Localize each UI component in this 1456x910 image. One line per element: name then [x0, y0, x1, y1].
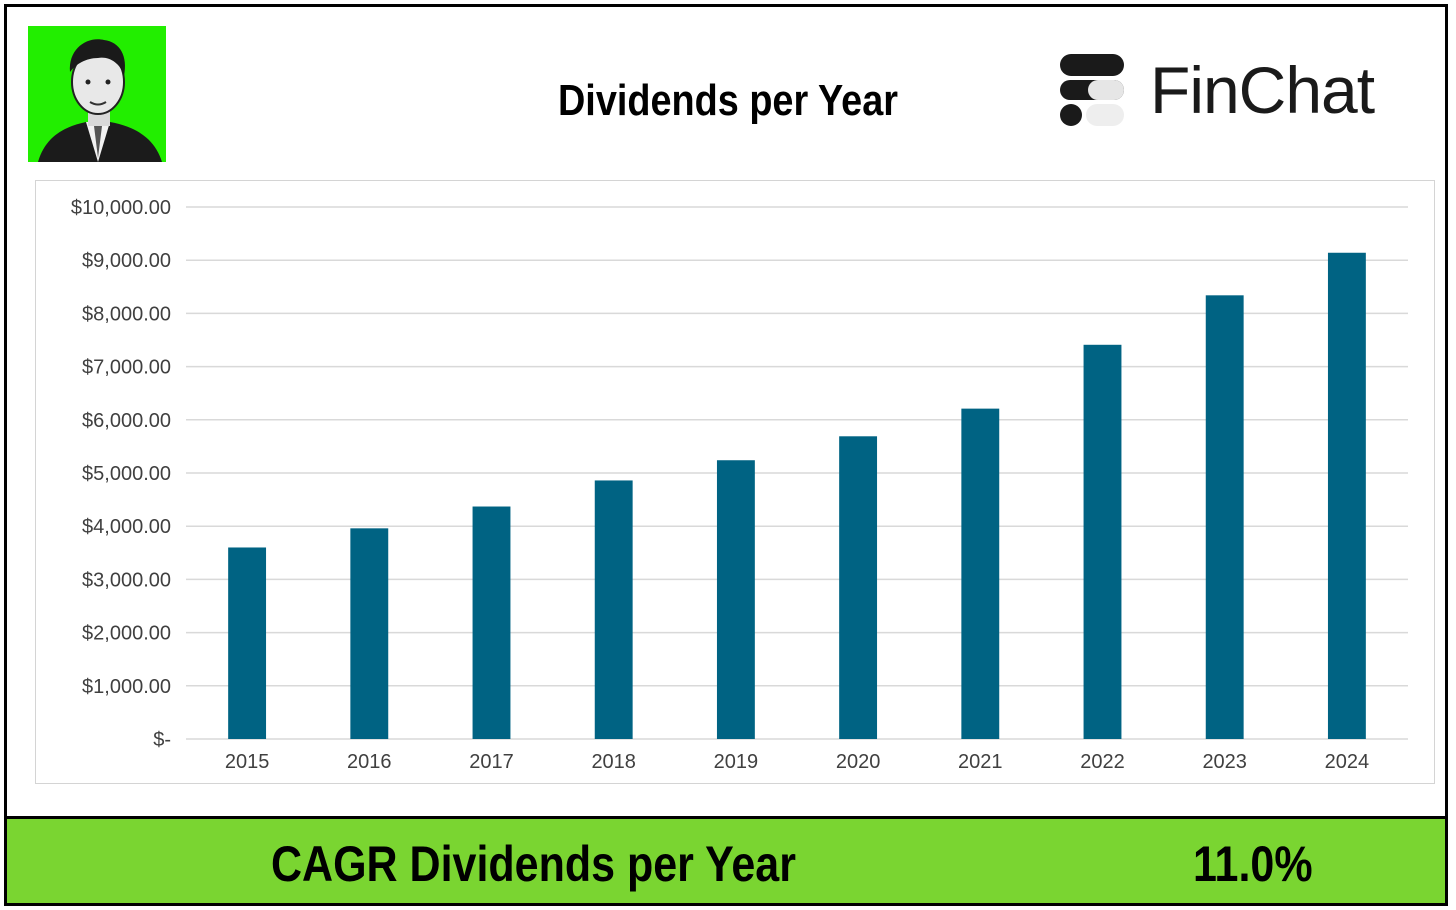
x-tick-label: 2022: [1080, 751, 1125, 773]
bar-2020: [839, 436, 878, 739]
bar-2017: [472, 506, 511, 739]
x-tick-label: 2024: [1325, 751, 1370, 773]
bar-2021: [961, 408, 1000, 739]
bar-2022: [1083, 344, 1122, 739]
x-tick-label: 2020: [836, 751, 881, 773]
y-tick-label: $7,000.00: [82, 357, 171, 379]
x-tick-label: 2015: [225, 751, 270, 773]
brand-name: FinChat: [1150, 53, 1375, 127]
cagr-label: CAGR Dividends per Year: [271, 836, 796, 892]
y-tick-label: $6,000.00: [82, 410, 171, 432]
bar-2015: [228, 547, 267, 739]
x-tick-label: 2018: [591, 751, 636, 773]
y-tick-label: $8,000.00: [82, 303, 171, 325]
y-tick-label: $4,000.00: [82, 516, 171, 538]
y-tick-label: $3,000.00: [82, 569, 171, 591]
bar-2024: [1327, 252, 1366, 739]
y-tick-label: $9,000.00: [82, 250, 171, 272]
author-portrait: [28, 26, 166, 162]
y-tick-label: $1,000.00: [82, 676, 171, 698]
bar-2023: [1205, 295, 1244, 739]
dividends-bar-chart: $- $1,000.00 $2,000.00 $3,000.00 $4,000.00 $5…: [71, 197, 1408, 773]
y-tick-label: $5,000.00: [82, 463, 171, 485]
bar-2019: [716, 460, 755, 739]
x-tick-label: 2019: [714, 751, 759, 773]
bar-2016: [350, 528, 389, 739]
x-tick-label: 2017: [469, 751, 514, 773]
cagr-banner: CAGR Dividends per Year 11.0%: [4, 816, 1448, 906]
chart-area: $- $1,000.00 $2,000.00 $3,000.00 $4,000.00 $5…: [35, 180, 1435, 784]
finchat-logo: FinChat: [1058, 52, 1388, 128]
x-tick-label: 2016: [347, 751, 392, 773]
chart-title: Dividends per Year: [557, 76, 899, 125]
x-tick-label: 2021: [958, 751, 1003, 773]
bar-2018: [594, 480, 633, 739]
finchat-logo-icon: [1060, 54, 1124, 126]
cagr-value: 11.0%: [1193, 836, 1313, 892]
y-tick-label: $10,000.00: [71, 197, 171, 219]
x-tick-label: 2023: [1202, 751, 1247, 773]
y-tick-label: $2,000.00: [82, 623, 171, 645]
y-tick-label: $-: [153, 729, 171, 751]
author-avatar: [28, 26, 166, 162]
